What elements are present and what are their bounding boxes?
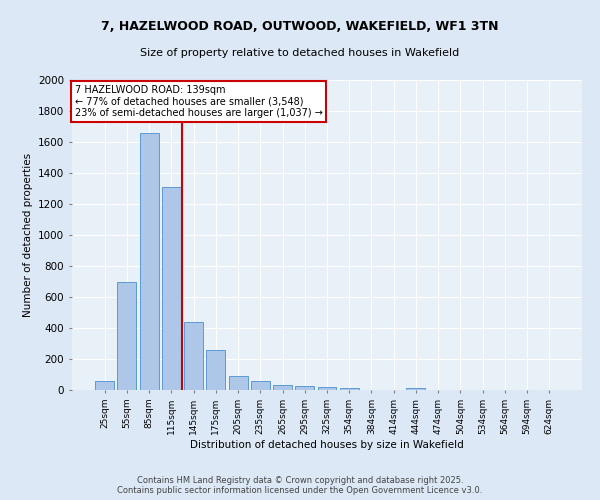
Bar: [251, 382, 270, 390]
Bar: [340, 388, 359, 390]
Text: 7, HAZELWOOD ROAD, OUTWOOD, WAKEFIELD, WF1 3TN: 7, HAZELWOOD ROAD, OUTWOOD, WAKEFIELD, W…: [101, 20, 499, 33]
Bar: [184, 322, 203, 390]
Bar: [206, 350, 225, 390]
Y-axis label: Number of detached properties: Number of detached properties: [23, 153, 32, 317]
Bar: [295, 386, 314, 390]
Bar: [317, 387, 337, 390]
Bar: [273, 384, 292, 390]
Bar: [95, 380, 114, 390]
Text: Contains HM Land Registry data © Crown copyright and database right 2025.
Contai: Contains HM Land Registry data © Crown c…: [118, 476, 482, 495]
X-axis label: Distribution of detached houses by size in Wakefield: Distribution of detached houses by size …: [190, 440, 464, 450]
Bar: [229, 376, 248, 390]
Bar: [162, 187, 181, 390]
Bar: [118, 282, 136, 390]
Bar: [140, 132, 158, 390]
Text: 7 HAZELWOOD ROAD: 139sqm
← 77% of detached houses are smaller (3,548)
23% of sem: 7 HAZELWOOD ROAD: 139sqm ← 77% of detach…: [74, 84, 322, 118]
Bar: [406, 388, 425, 390]
Text: Size of property relative to detached houses in Wakefield: Size of property relative to detached ho…: [140, 48, 460, 58]
